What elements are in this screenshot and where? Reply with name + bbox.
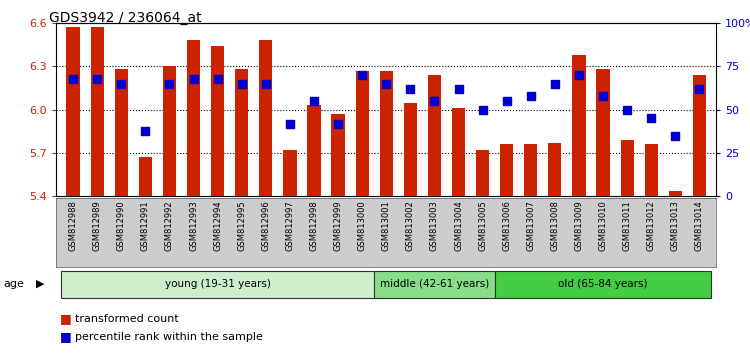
Point xyxy=(380,81,392,87)
Bar xyxy=(211,46,224,196)
Point xyxy=(164,81,176,87)
Text: GSM812994: GSM812994 xyxy=(213,200,222,251)
Bar xyxy=(374,270,495,298)
Bar xyxy=(308,105,320,196)
Bar xyxy=(356,71,369,196)
Bar xyxy=(380,71,393,196)
Bar xyxy=(61,270,374,298)
Point xyxy=(140,128,152,133)
Bar xyxy=(500,144,513,196)
Point xyxy=(332,121,344,126)
Bar xyxy=(284,150,296,196)
Point xyxy=(67,76,79,81)
Point xyxy=(308,98,320,104)
Bar xyxy=(187,40,200,196)
Point xyxy=(92,76,104,81)
Text: young (19-31 years): young (19-31 years) xyxy=(165,279,271,289)
Point xyxy=(573,72,585,78)
Point xyxy=(549,81,561,87)
Point xyxy=(452,86,464,92)
Text: ■: ■ xyxy=(60,331,72,343)
Text: GSM813002: GSM813002 xyxy=(406,200,415,251)
Bar xyxy=(163,66,176,196)
Text: GSM812996: GSM812996 xyxy=(261,200,270,251)
Text: GSM812993: GSM812993 xyxy=(189,200,198,251)
Text: GSM812990: GSM812990 xyxy=(117,200,126,251)
Text: GSM813005: GSM813005 xyxy=(478,200,487,251)
Bar xyxy=(427,75,441,196)
Text: GSM813013: GSM813013 xyxy=(670,200,680,251)
Point xyxy=(404,86,416,92)
Text: GSM813010: GSM813010 xyxy=(598,200,608,251)
Bar xyxy=(495,270,712,298)
Text: GSM812992: GSM812992 xyxy=(165,200,174,251)
Point xyxy=(476,107,488,113)
Bar xyxy=(693,75,706,196)
Text: GSM813012: GSM813012 xyxy=(646,200,656,251)
Bar xyxy=(235,69,248,196)
Text: GSM813000: GSM813000 xyxy=(358,200,367,251)
Bar xyxy=(620,140,634,196)
Bar xyxy=(548,143,562,196)
Bar xyxy=(524,144,538,196)
Text: GSM813011: GSM813011 xyxy=(622,200,632,251)
Text: GSM812995: GSM812995 xyxy=(237,200,246,251)
Text: GSM812999: GSM812999 xyxy=(334,200,343,251)
Point xyxy=(211,76,223,81)
Bar xyxy=(260,40,272,196)
Text: old (65-84 years): old (65-84 years) xyxy=(558,279,648,289)
Text: ▶: ▶ xyxy=(36,279,44,289)
Bar xyxy=(139,158,152,196)
Bar xyxy=(572,55,586,196)
Text: GSM813007: GSM813007 xyxy=(526,200,536,251)
Bar xyxy=(452,108,465,196)
Point xyxy=(356,72,368,78)
Point xyxy=(116,81,128,87)
Bar xyxy=(332,114,345,196)
Point xyxy=(645,115,657,121)
Text: transformed count: transformed count xyxy=(75,314,178,324)
Text: ■: ■ xyxy=(60,312,72,325)
Point xyxy=(694,86,706,92)
Bar xyxy=(669,191,682,196)
Text: GSM813003: GSM813003 xyxy=(430,200,439,251)
Text: GSM812988: GSM812988 xyxy=(68,200,77,251)
Bar xyxy=(644,144,658,196)
Point xyxy=(669,133,681,138)
Point xyxy=(597,93,609,99)
Text: GSM813008: GSM813008 xyxy=(550,200,560,251)
Point xyxy=(188,76,200,81)
Text: GSM813014: GSM813014 xyxy=(695,200,704,251)
Bar xyxy=(67,27,80,196)
Text: GSM813004: GSM813004 xyxy=(454,200,463,251)
Point xyxy=(428,98,440,104)
Point xyxy=(501,98,513,104)
Text: GDS3942 / 236064_at: GDS3942 / 236064_at xyxy=(49,11,201,25)
Bar xyxy=(404,103,417,196)
Text: GSM812989: GSM812989 xyxy=(93,200,102,251)
Text: middle (42-61 years): middle (42-61 years) xyxy=(380,279,489,289)
Text: percentile rank within the sample: percentile rank within the sample xyxy=(75,332,262,342)
Text: GSM812997: GSM812997 xyxy=(286,200,295,251)
Text: GSM813009: GSM813009 xyxy=(574,200,584,251)
Text: GSM812991: GSM812991 xyxy=(141,200,150,251)
Point xyxy=(525,93,537,99)
Point xyxy=(260,81,272,87)
Text: age: age xyxy=(4,279,25,289)
Point xyxy=(236,81,248,87)
Point xyxy=(284,121,296,126)
Bar xyxy=(91,27,104,196)
Bar xyxy=(115,69,128,196)
Bar xyxy=(476,150,489,196)
Point xyxy=(621,107,633,113)
Bar xyxy=(596,69,610,196)
Text: GSM813001: GSM813001 xyxy=(382,200,391,251)
Text: GSM812998: GSM812998 xyxy=(310,200,319,251)
Text: GSM813006: GSM813006 xyxy=(503,200,512,251)
